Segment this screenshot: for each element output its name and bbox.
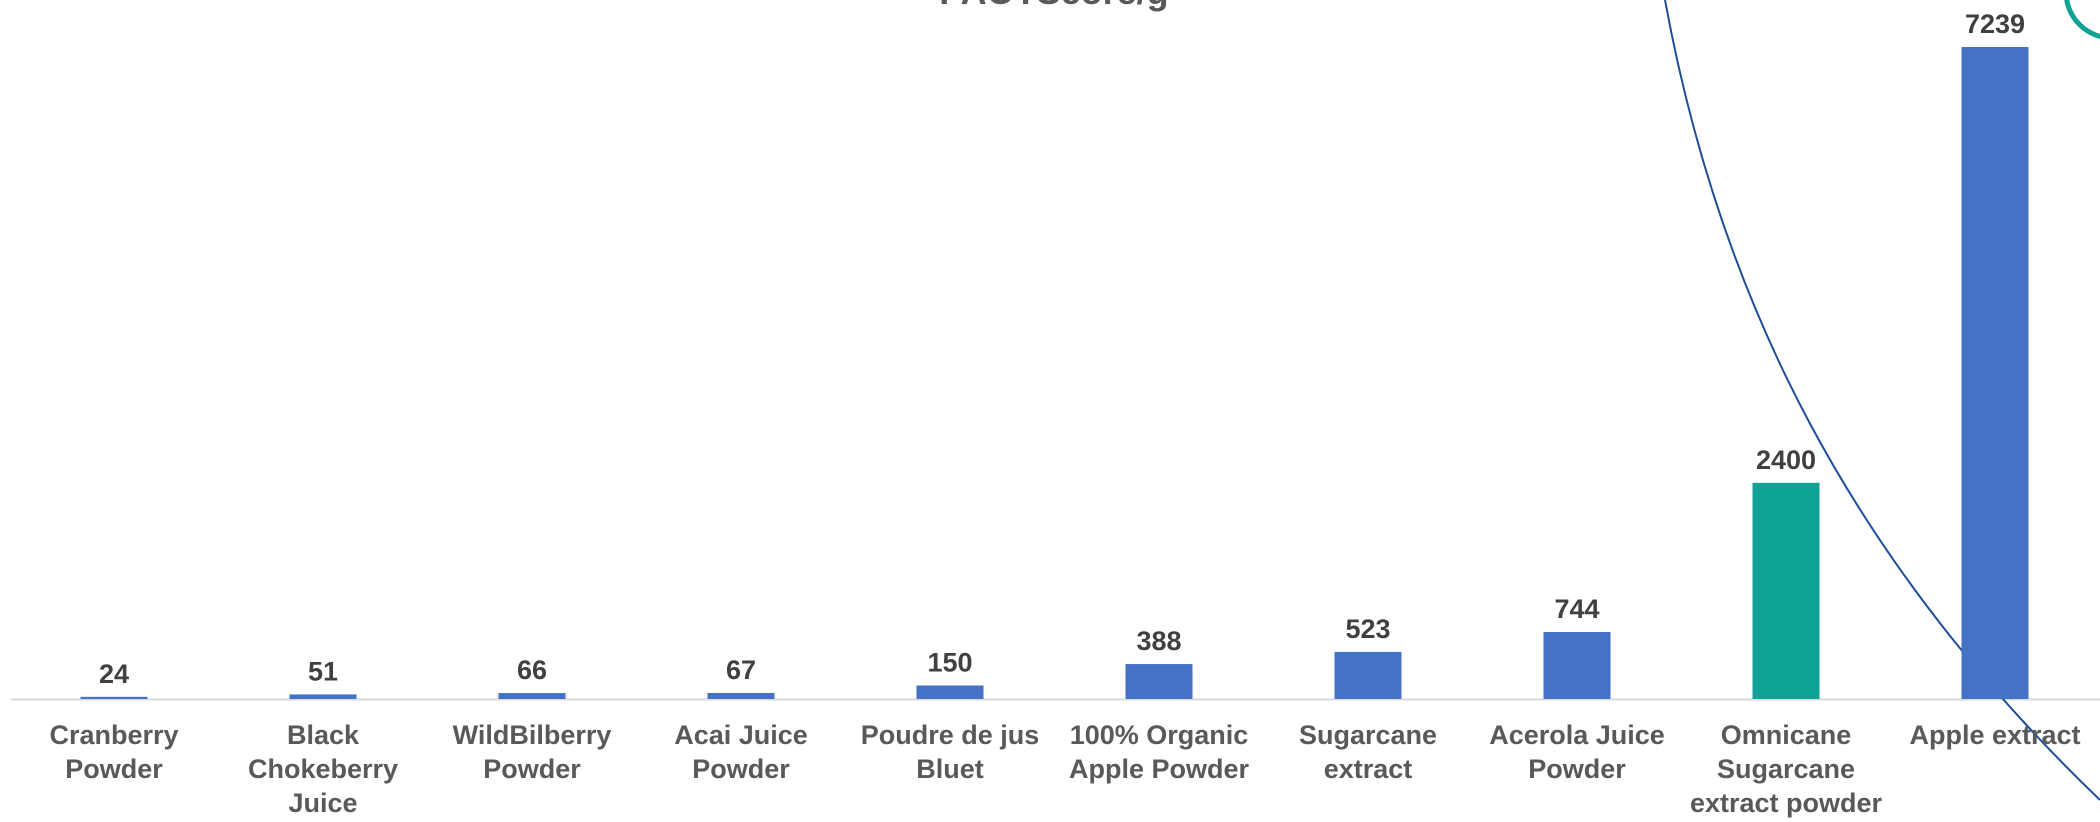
decorative-curve xyxy=(1664,0,2100,801)
value-label: 66 xyxy=(517,655,547,685)
bar xyxy=(707,692,775,699)
x-tick-label: Cranberry Powder xyxy=(49,720,179,784)
bar xyxy=(80,696,148,699)
bar xyxy=(1961,47,2029,699)
bar xyxy=(289,694,357,699)
chart-title: PAOTScore/g xyxy=(939,0,1168,12)
x-tick-label: Acai Juice Powder xyxy=(674,720,808,784)
bar xyxy=(1125,664,1193,699)
value-label: 388 xyxy=(1136,626,1181,656)
x-tick-label: Black Chokeberry Juice xyxy=(247,720,399,818)
x-tick-label: 100% Organic Apple Powder xyxy=(1068,720,1250,784)
value-label: 744 xyxy=(1554,594,1599,624)
bar xyxy=(498,693,566,699)
x-tick-label: Sugarcane extract xyxy=(1298,720,1438,784)
value-label: 7239 xyxy=(1965,9,2025,39)
bar xyxy=(1752,482,1820,699)
value-label: 523 xyxy=(1345,614,1390,644)
x-tick-label: Apple extract xyxy=(1909,720,2081,750)
x-tick-label: Omnicane Sugarcane extract powder xyxy=(1689,720,1883,818)
bar xyxy=(1334,651,1402,699)
value-label: 67 xyxy=(726,655,756,685)
x-tick-label: Poudre de jus Bluet xyxy=(860,720,1040,784)
x-tick-label: Acerola Juice Powder xyxy=(1489,720,1665,784)
x-tick-label: WildBilberry Powder xyxy=(452,720,612,784)
value-label: 2400 xyxy=(1756,445,1816,475)
value-label: 24 xyxy=(99,659,129,689)
bar xyxy=(1543,631,1611,699)
value-label: 150 xyxy=(927,647,972,677)
logo xyxy=(2064,0,2100,39)
value-label: 51 xyxy=(308,656,338,686)
bar xyxy=(916,685,984,699)
